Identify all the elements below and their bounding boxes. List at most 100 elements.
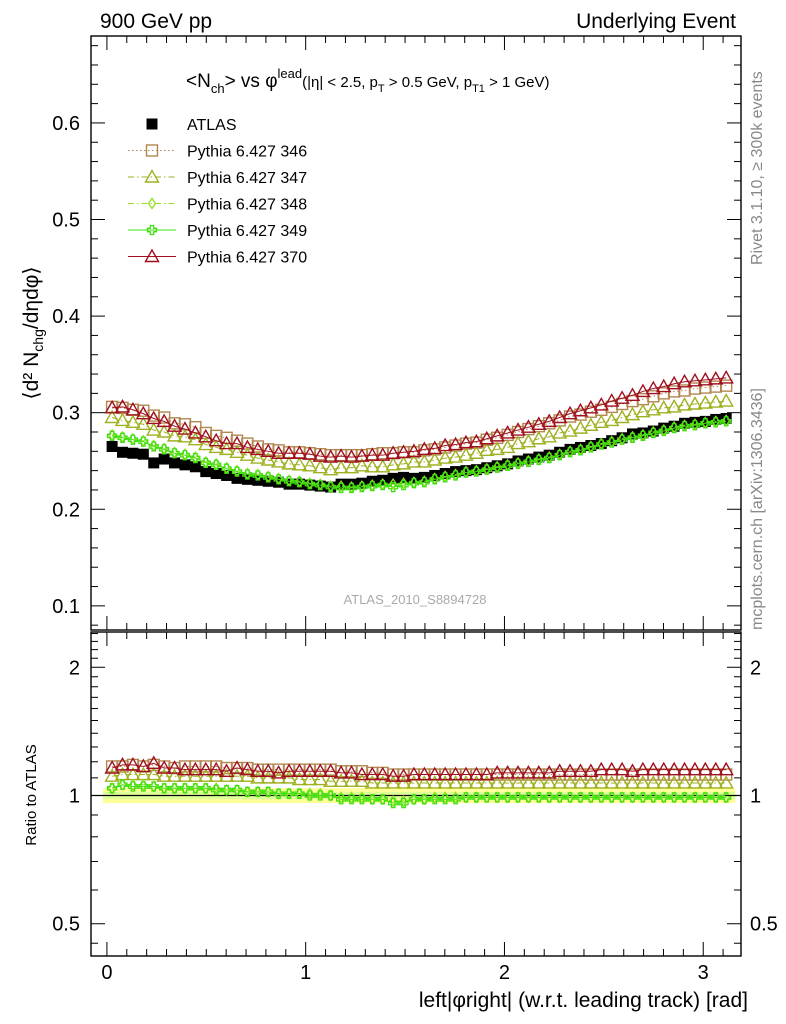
data-point-atlas bbox=[689, 416, 701, 428]
ratio-point-p347 bbox=[499, 775, 516, 789]
ratio-point-p370 bbox=[395, 768, 412, 782]
ratio-point-p349 bbox=[502, 792, 513, 803]
mcplots-label: mcplots.cern.ch [arXiv:1306.3436] bbox=[749, 388, 766, 630]
data-point-p370 bbox=[385, 445, 401, 459]
series-line-p347 bbox=[111, 400, 727, 471]
data-point-p347 bbox=[364, 458, 381, 473]
ratio-point-p370 bbox=[468, 766, 485, 781]
data-point-p370 bbox=[645, 380, 662, 395]
data-point-p347 bbox=[562, 423, 578, 437]
data-point-atlas bbox=[668, 420, 680, 432]
ratio-point-p370 bbox=[208, 761, 224, 776]
y-tick-label: 0.3 bbox=[52, 403, 80, 425]
data-point-p346 bbox=[719, 379, 733, 392]
data-point-p347 bbox=[354, 457, 370, 472]
ratio-point-p349 bbox=[658, 792, 669, 803]
data-point-p370 bbox=[406, 443, 422, 458]
ratio-point-p347 bbox=[520, 775, 537, 789]
data-point-p370 bbox=[499, 425, 516, 439]
main-x-ticks bbox=[106, 36, 724, 630]
data-point-p346 bbox=[626, 394, 639, 408]
ratio-point-p349 bbox=[668, 792, 680, 803]
data-point-p349 bbox=[387, 481, 399, 493]
ratio-point-p349 bbox=[242, 786, 253, 797]
data-point-atlas bbox=[460, 465, 472, 477]
data-point-atlas bbox=[533, 451, 545, 463]
data-point-p347 bbox=[541, 428, 557, 443]
ratio-point-p349 bbox=[637, 792, 649, 803]
ratio-point-p370 bbox=[541, 764, 557, 779]
data-point-atlas bbox=[637, 427, 649, 439]
ratio-y-tick-label: 1 bbox=[69, 786, 80, 808]
data-point-atlas bbox=[554, 446, 566, 458]
ratio-point-p349 bbox=[263, 786, 274, 797]
legend-marker-atlas bbox=[146, 118, 158, 130]
data-point-p349 bbox=[377, 479, 388, 491]
series-line-p349 bbox=[112, 420, 727, 489]
ratio-point-p347 bbox=[541, 775, 557, 789]
ratio-point-p349 bbox=[512, 792, 524, 803]
legend-entry-p346: Pythia 6.427 346 bbox=[128, 144, 307, 161]
main-panel: 0.1 0.2 0.3 0.4 0.5 0.6 ⟨d² Nchg/dηdφ⟩ <Nch> … bbox=[20, 35, 742, 631]
data-point-p349 bbox=[367, 480, 378, 492]
data-point-p347 bbox=[312, 459, 328, 474]
data-point-p370 bbox=[281, 445, 297, 459]
data-point-p349 bbox=[325, 481, 336, 493]
ratio-point-p370 bbox=[531, 764, 547, 779]
ratio-point-p347 bbox=[250, 769, 266, 784]
ratio-point-p370 bbox=[614, 761, 630, 776]
ratio-point-p370 bbox=[156, 760, 172, 774]
data-point-p370 bbox=[520, 419, 537, 433]
data-point-atlas bbox=[304, 479, 316, 491]
data-point-p370 bbox=[135, 405, 152, 420]
data-point-p347 bbox=[572, 420, 589, 434]
data-point-p370 bbox=[624, 387, 641, 401]
data-point-atlas bbox=[574, 441, 586, 453]
data-point-atlas bbox=[127, 447, 139, 459]
legend-marker-p370 bbox=[144, 248, 160, 263]
ratio-point-p370 bbox=[551, 763, 568, 777]
data-point-p370 bbox=[125, 401, 141, 416]
data-point-atlas bbox=[564, 443, 576, 455]
ratio-point-p370 bbox=[437, 766, 453, 781]
data-point-p370 bbox=[416, 441, 433, 456]
ratio-point-p349 bbox=[221, 784, 232, 796]
ratio-point-p349 bbox=[356, 794, 368, 805]
data-point-p347 bbox=[322, 461, 339, 476]
ratio-point-p347 bbox=[531, 775, 547, 789]
legend-entry-atlas: ATLAS bbox=[146, 117, 237, 134]
ratio-point-p349 bbox=[169, 783, 180, 794]
data-point-p370 bbox=[593, 397, 609, 411]
ratio-point-p347 bbox=[583, 775, 599, 789]
ratio-series-p347 bbox=[104, 766, 734, 789]
data-point-p370 bbox=[270, 445, 287, 459]
ratio-point-p347 bbox=[406, 775, 422, 789]
ratio-point-p349 bbox=[190, 783, 201, 794]
data-point-p349 bbox=[231, 466, 243, 477]
data-point-p370 bbox=[666, 375, 682, 390]
ratio-y-tick-label-right: 2 bbox=[750, 657, 761, 679]
ratio-point-p347 bbox=[676, 775, 693, 789]
ratio-point-p370 bbox=[322, 763, 339, 777]
legend-label: Pythia 6.427 347 bbox=[187, 170, 307, 187]
data-point-p349 bbox=[221, 463, 232, 474]
data-point-p349 bbox=[242, 469, 253, 480]
ratio-point-p349 bbox=[304, 790, 316, 801]
x-tick-label: 2 bbox=[499, 962, 510, 984]
ratio-point-p370 bbox=[489, 764, 505, 779]
data-point-p370 bbox=[676, 373, 693, 388]
data-point-p349 bbox=[440, 472, 451, 483]
ratio-point-p349 bbox=[211, 784, 222, 796]
data-point-p349 bbox=[138, 436, 149, 447]
ratio-point-p347 bbox=[385, 775, 401, 789]
header-left: 900 GeV pp bbox=[100, 10, 212, 33]
ratio-point-p349 bbox=[679, 792, 690, 803]
data-point-p370 bbox=[395, 444, 412, 458]
data-point-p349 bbox=[596, 439, 607, 450]
data-point-p370 bbox=[177, 421, 193, 435]
data-point-atlas bbox=[522, 453, 534, 465]
data-point-atlas bbox=[210, 468, 222, 480]
ratio-point-p370 bbox=[343, 764, 360, 779]
data-point-p349 bbox=[283, 476, 295, 487]
ratio-point-p370 bbox=[375, 766, 391, 781]
